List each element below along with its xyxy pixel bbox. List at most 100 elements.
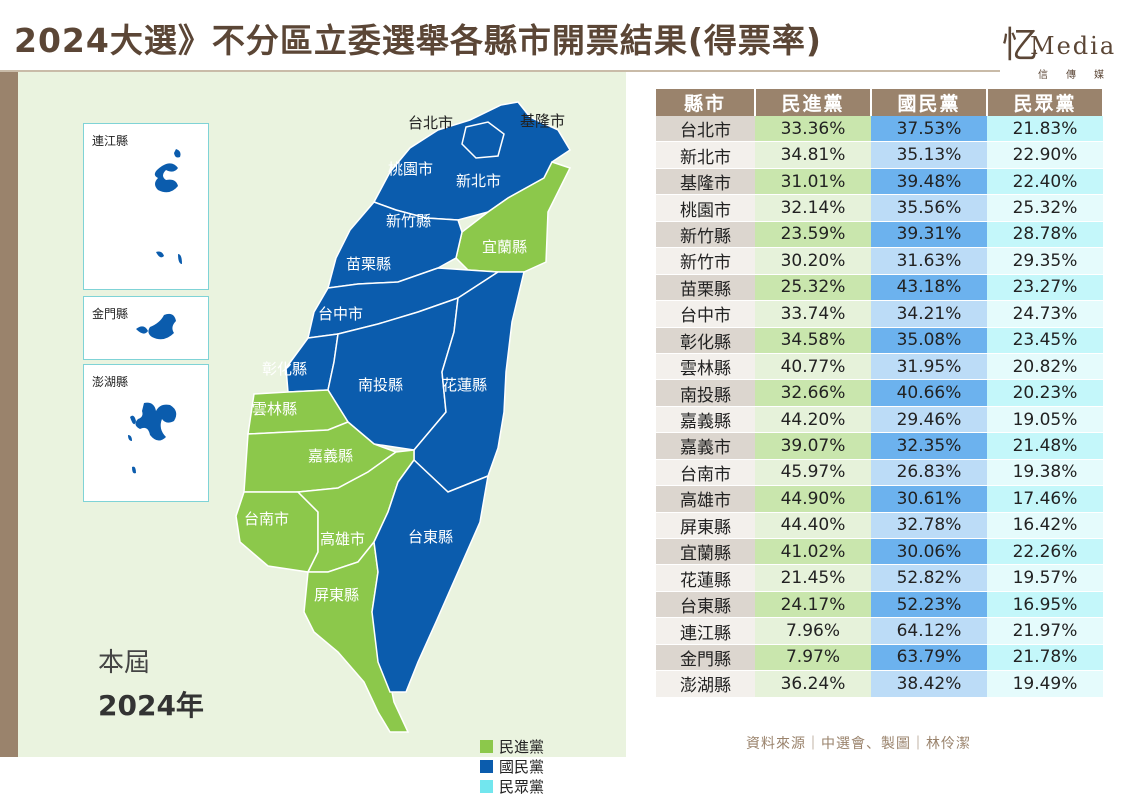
table-header-row: 縣市 民進黨 國民黨 民眾黨 [656, 89, 1104, 116]
cell-tpp: 28.78% [987, 221, 1103, 249]
cell-county: 台中市 [656, 300, 755, 328]
cell-tpp: 21.78% [987, 644, 1103, 672]
cell-tpp: 20.82% [987, 353, 1103, 381]
logo-mark: 忆 [1002, 25, 1039, 66]
table-row: 屏東縣 44.40% 32.78% 16.42% [656, 512, 1103, 540]
cell-county: 基隆市 [656, 168, 755, 196]
cell-county: 彰化縣 [656, 327, 755, 354]
cell-kmt: 64.12% [871, 617, 987, 645]
cell-kmt: 52.82% [871, 564, 987, 592]
cell-county: 花蓮縣 [656, 564, 755, 592]
table-row: 彰化縣 34.58% 35.08% 23.45% [656, 327, 1103, 354]
cell-kmt: 31.63% [871, 247, 987, 275]
map-label-pingtung: 屏東縣 [314, 586, 359, 604]
map-label-taichung: 台中市 [318, 305, 363, 323]
cell-dpp: 7.96% [755, 617, 871, 645]
table-row: 台中市 33.74% 34.21% 24.73% [656, 300, 1103, 328]
map-label-miaoli: 苗栗縣 [346, 255, 391, 273]
region-tainan [235, 491, 319, 573]
era-year: 2024年 [98, 689, 204, 722]
cell-county: 屏東縣 [656, 512, 755, 540]
table-row: 連江縣 7.96% 64.12% 21.97% [656, 617, 1103, 645]
table-row: 花蓮縣 21.45% 52.82% 19.57% [656, 564, 1103, 592]
cell-dpp: 7.97% [755, 644, 871, 672]
legend-swatch-kmt [480, 759, 493, 773]
cell-tpp: 19.05% [987, 406, 1103, 434]
table-row: 澎湖縣 36.24% 38.42% 19.49% [656, 670, 1103, 698]
region-taitung [371, 458, 489, 693]
map-label-taoyuan: 桃園市 [388, 160, 433, 178]
cell-county: 澎湖縣 [656, 670, 755, 698]
cell-county: 台南市 [656, 459, 755, 487]
cell-kmt: 30.61% [871, 485, 987, 513]
inset-label-kinmen: 金門縣 [92, 307, 129, 321]
legend-swatch-dpp [480, 739, 493, 753]
cell-kmt: 39.31% [871, 221, 987, 249]
cell-dpp: 44.40% [755, 512, 871, 540]
legend-swatch-tpp [480, 779, 493, 793]
cell-kmt: 37.53% [871, 116, 987, 143]
cell-kmt: 39.48% [871, 168, 987, 196]
header-tpp: 民眾黨 [987, 89, 1104, 116]
cell-county: 南投縣 [656, 379, 755, 407]
cell-kmt: 30.06% [871, 538, 987, 566]
map-label-hsinchu-county: 新竹縣 [386, 212, 431, 230]
taiwan-map: 台北市 基隆市 桃園市 新北市 新竹縣 宜蘭縣 苗栗縣 台中市 彰化縣 南投縣 … [235, 101, 572, 733]
table-row: 苗栗縣 25.32% 43.18% 23.27% [656, 274, 1103, 302]
map-label-yunlin: 雲林縣 [252, 400, 297, 418]
table-row: 高雄市 44.90% 30.61% 17.46% [656, 485, 1103, 513]
cell-dpp: 31.01% [755, 168, 871, 196]
cell-tpp: 20.23% [987, 379, 1103, 407]
map-panel: 連江縣 金門縣 澎湖縣 [18, 72, 626, 796]
cell-tpp: 23.45% [987, 327, 1103, 354]
table-row: 嘉義縣 44.20% 29.46% 19.05% [656, 406, 1103, 434]
inset-label-penghu: 澎湖縣 [92, 375, 129, 389]
brand-logo: 忆 Media 信傳媒 [1000, 10, 1118, 81]
cell-kmt: 40.66% [871, 379, 987, 407]
era-label: 本屆 [98, 648, 151, 678]
legend-item-tpp: 民眾黨 [480, 776, 544, 796]
cell-kmt: 26.83% [871, 459, 987, 487]
table-row: 新北市 34.81% 35.13% 22.90% [656, 141, 1103, 169]
map-label-chiayi: 嘉義縣 [308, 447, 353, 465]
logo-subtitle: 信傳媒 [1038, 70, 1122, 81]
table-row: 台南市 45.97% 26.83% 19.38% [656, 459, 1103, 487]
cell-dpp: 32.66% [755, 379, 871, 407]
left-accent-bar [0, 72, 18, 757]
cell-county: 金門縣 [656, 644, 755, 672]
legend-label-dpp: 民進黨 [499, 737, 545, 756]
penghu-islands [128, 402, 177, 474]
cell-tpp: 22.90% [987, 141, 1103, 169]
page-title: 2024大選》不分區立委選舉各縣市開票結果(得票率) [14, 21, 823, 60]
cell-county: 嘉義市 [656, 432, 755, 460]
cell-county: 桃園市 [656, 194, 755, 222]
table-row: 宜蘭縣 41.02% 30.06% 22.26% [656, 538, 1103, 566]
table-row: 金門縣 7.97% 63.79% 21.78% [656, 644, 1103, 672]
inset-kinmen: 金門縣 [83, 296, 209, 360]
cell-county: 連江縣 [656, 617, 755, 645]
cell-dpp: 21.45% [755, 564, 871, 592]
cell-tpp: 21.97% [987, 617, 1103, 645]
cell-tpp: 21.83% [987, 116, 1103, 143]
map-label-hualien: 花蓮縣 [442, 376, 487, 394]
map-label-changhua: 彰化縣 [262, 360, 307, 378]
cell-dpp: 39.07% [755, 432, 871, 460]
cell-kmt: 34.21% [871, 300, 987, 328]
table-row: 台北市 33.36% 37.53% 21.83% [656, 116, 1103, 143]
cell-dpp: 40.77% [755, 353, 871, 381]
header-kmt: 國民黨 [871, 89, 988, 116]
map-label-tainan: 台南市 [244, 510, 289, 528]
cell-county: 嘉義縣 [656, 406, 755, 434]
map-label-yilan: 宜蘭縣 [482, 238, 527, 256]
cell-dpp: 25.32% [755, 274, 871, 302]
cell-county: 新竹市 [656, 247, 755, 275]
table-row: 台東縣 24.17% 52.23% 16.95% [656, 591, 1103, 619]
table-row: 嘉義市 39.07% 32.35% 21.48% [656, 432, 1103, 460]
legend: 民進黨 國民黨 民眾黨 [480, 736, 544, 796]
header-divider [0, 70, 1000, 72]
cell-kmt: 35.08% [871, 327, 987, 354]
cell-dpp: 41.02% [755, 538, 871, 566]
legend-label-tpp: 民眾黨 [499, 777, 545, 796]
cell-dpp: 44.20% [755, 406, 871, 434]
map-label-taipei: 台北市 [408, 114, 453, 132]
